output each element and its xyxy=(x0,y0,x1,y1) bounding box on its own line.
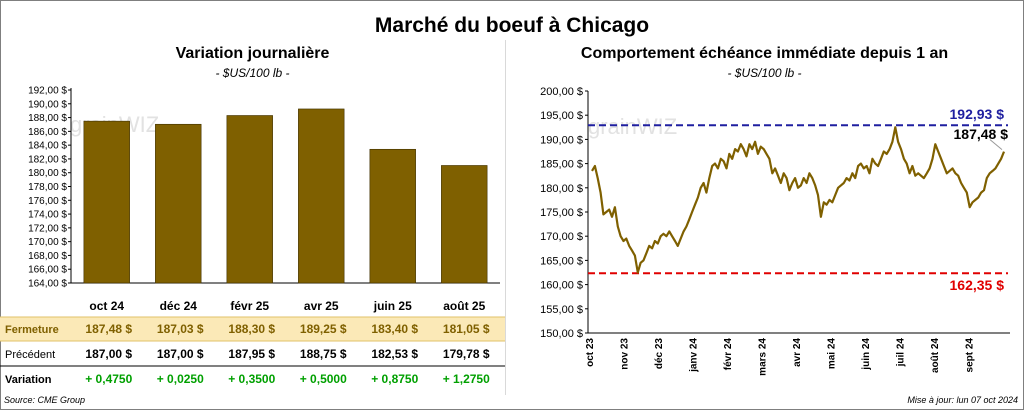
line-x-tick-label: déc 23 xyxy=(654,338,665,370)
category-label: oct 24 xyxy=(89,299,124,313)
line-x-tick-label: août 24 xyxy=(930,338,941,373)
line-y-tick-label: 195,00 $ xyxy=(540,110,583,122)
bar-y-tick-label: 192,00 $ xyxy=(28,86,67,97)
table-cell: 188,30 $ xyxy=(228,322,275,336)
bar xyxy=(155,123,202,284)
line-y-tick-label: 190,00 $ xyxy=(540,134,583,146)
page-title: Marché du boeuf à Chicago xyxy=(374,14,650,37)
line-x-tick-label: janv 24 xyxy=(689,338,700,373)
table-cell: 183,40 $ xyxy=(371,322,418,336)
table-cell: + 1,2750 xyxy=(443,372,490,386)
bar xyxy=(83,120,130,284)
line-x-tick-label: févr 24 xyxy=(723,338,734,371)
line-y-tick-label: 150,00 $ xyxy=(540,328,583,340)
table-cell: + 0,8750 xyxy=(371,372,418,386)
line-x-tick-label: nov 23 xyxy=(620,338,631,370)
line-x-tick-label: avr 24 xyxy=(792,338,803,367)
panel-separator xyxy=(505,40,506,395)
line-y-tick-label: 200,00 $ xyxy=(540,86,583,98)
category-label: juin 25 xyxy=(373,299,412,313)
bar-y-tick-label: 180,00 $ xyxy=(28,168,67,179)
line-y-tick-label: 185,00 $ xyxy=(540,159,583,171)
line-y-tick-label: 170,00 $ xyxy=(540,231,583,243)
table-cell: 187,03 $ xyxy=(157,322,204,336)
bar xyxy=(441,165,488,284)
table-row-label: Précédent xyxy=(5,349,55,361)
price-series-line xyxy=(591,126,1006,274)
table-cell: 182,53 $ xyxy=(371,347,418,361)
line-x-tick-label: juin 24 xyxy=(861,338,872,371)
bar-y-tick-label: 190,00 $ xyxy=(28,99,67,110)
last-value-leader xyxy=(989,139,1003,150)
bar xyxy=(298,108,345,284)
bar xyxy=(369,148,416,284)
line-x-tick-label: sept 24 xyxy=(965,338,976,373)
line-chart: 150,00 $ 155,00 $ 160,00 $ 165,00 $ 170,00 $… xyxy=(540,86,1010,376)
category-label: févr 25 xyxy=(230,299,269,313)
line-y-tick-label: 165,00 $ xyxy=(540,255,583,267)
line-y-tick-label: 160,00 $ xyxy=(540,280,583,292)
low-value-label: 162,35 $ xyxy=(950,277,1005,293)
bar-y-tick-label: 168,00 $ xyxy=(28,251,67,262)
category-label: déc 24 xyxy=(160,299,198,313)
table-cell: 179,78 $ xyxy=(443,347,490,361)
bar-y-tick-label: 182,00 $ xyxy=(28,154,67,165)
table-row-label: Fermeture xyxy=(5,324,59,336)
category-label: août 25 xyxy=(443,299,485,313)
bar-y-tick-label: 172,00 $ xyxy=(28,223,67,234)
table-cell: 181,05 $ xyxy=(443,322,490,336)
left-chart-title: Variation journalière xyxy=(175,45,330,62)
bar-y-tick-label: 186,00 $ xyxy=(28,127,67,138)
right-chart-title: Comportement échéance immédiate depuis 1… xyxy=(580,45,949,62)
bar-y-tick-label: 184,00 $ xyxy=(28,141,67,152)
bar-y-tick-label: 166,00 $ xyxy=(28,265,67,276)
category-label: avr 25 xyxy=(304,299,339,313)
daily-variation-table: oct 24 déc 24 févr 25 avr 25 juin 25 août 25 F… xyxy=(0,299,505,386)
bar-y-tick-label: 174,00 $ xyxy=(28,210,67,221)
table-cell: 187,00 $ xyxy=(85,347,132,361)
closing-row-bg xyxy=(0,317,505,341)
line-y-tick-label: 180,00 $ xyxy=(540,183,583,195)
table-cell: + 0,0250 xyxy=(157,372,204,386)
line-y-tick-label: 155,00 $ xyxy=(540,304,583,316)
right-chart-unit: - $US/100 lb - xyxy=(727,66,802,80)
line-y-tick-label: 175,00 $ xyxy=(540,207,583,219)
bar-y-tick-label: 188,00 $ xyxy=(28,113,67,124)
table-cell: 187,00 $ xyxy=(157,347,204,361)
left-chart-unit: - $US/100 lb - xyxy=(215,66,290,80)
bar-y-tick-label: 170,00 $ xyxy=(28,237,67,248)
line-x-tick-label: mars 24 xyxy=(758,338,769,376)
high-value-label: 192,93 $ xyxy=(950,106,1005,122)
table-cell: + 0,4750 xyxy=(85,372,132,386)
bar-chart: 164,00 $ 166,00 $ 168,00 $ 170,00 $ 172,00 $… xyxy=(28,86,500,290)
table-cell: 187,95 $ xyxy=(228,347,275,361)
table-cell: 187,48 $ xyxy=(85,322,132,336)
bar-y-tick-label: 164,00 $ xyxy=(28,279,67,290)
line-x-tick-label: mai 24 xyxy=(827,338,838,370)
bar-y-tick-label: 178,00 $ xyxy=(28,182,67,193)
table-cell: + 0,5000 xyxy=(300,372,347,386)
table-row-label: Variation xyxy=(5,374,52,386)
line-x-tick-label: oct 23 xyxy=(585,338,596,367)
line-x-tick-label: juil 24 xyxy=(896,338,907,368)
update-note: Mise à jour: lun 07 oct 2024 xyxy=(907,395,1018,405)
table-cell: 188,75 $ xyxy=(300,347,347,361)
bar xyxy=(226,115,273,284)
source-note: Source: CME Group xyxy=(4,395,86,405)
last-value-label: 187,48 $ xyxy=(954,126,1009,142)
table-cell: 189,25 $ xyxy=(300,322,347,336)
right-watermark: grainWIZ xyxy=(588,114,678,139)
table-cell: + 0,3500 xyxy=(228,372,275,386)
bar-y-tick-label: 176,00 $ xyxy=(28,196,67,207)
